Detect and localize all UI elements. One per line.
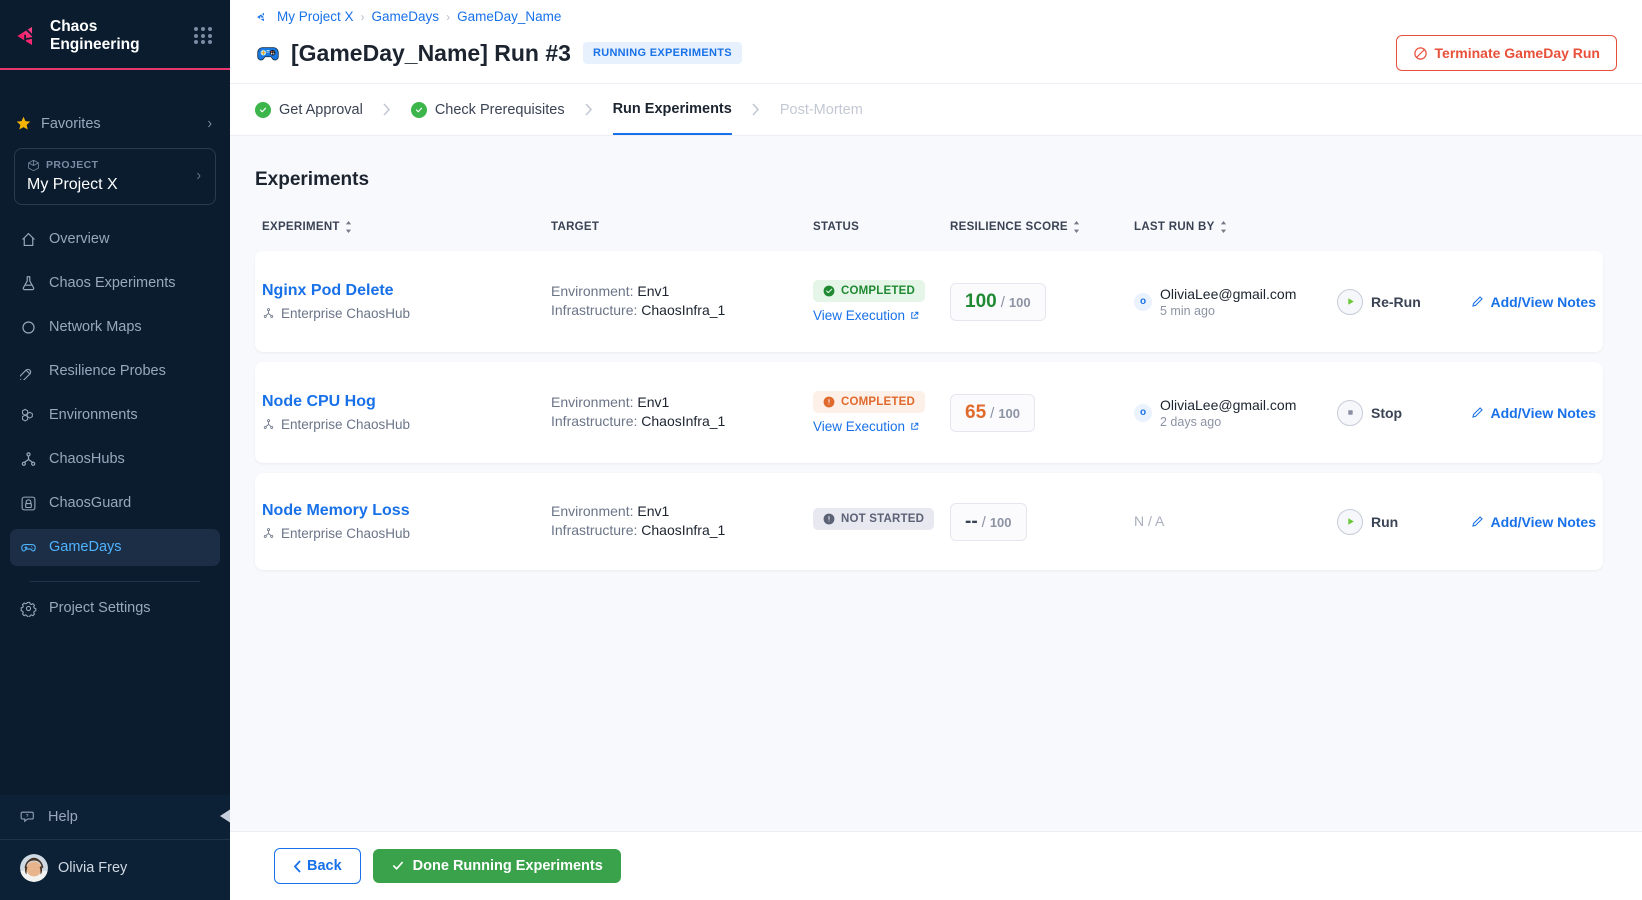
svg-text:?: ? <box>26 813 29 818</box>
